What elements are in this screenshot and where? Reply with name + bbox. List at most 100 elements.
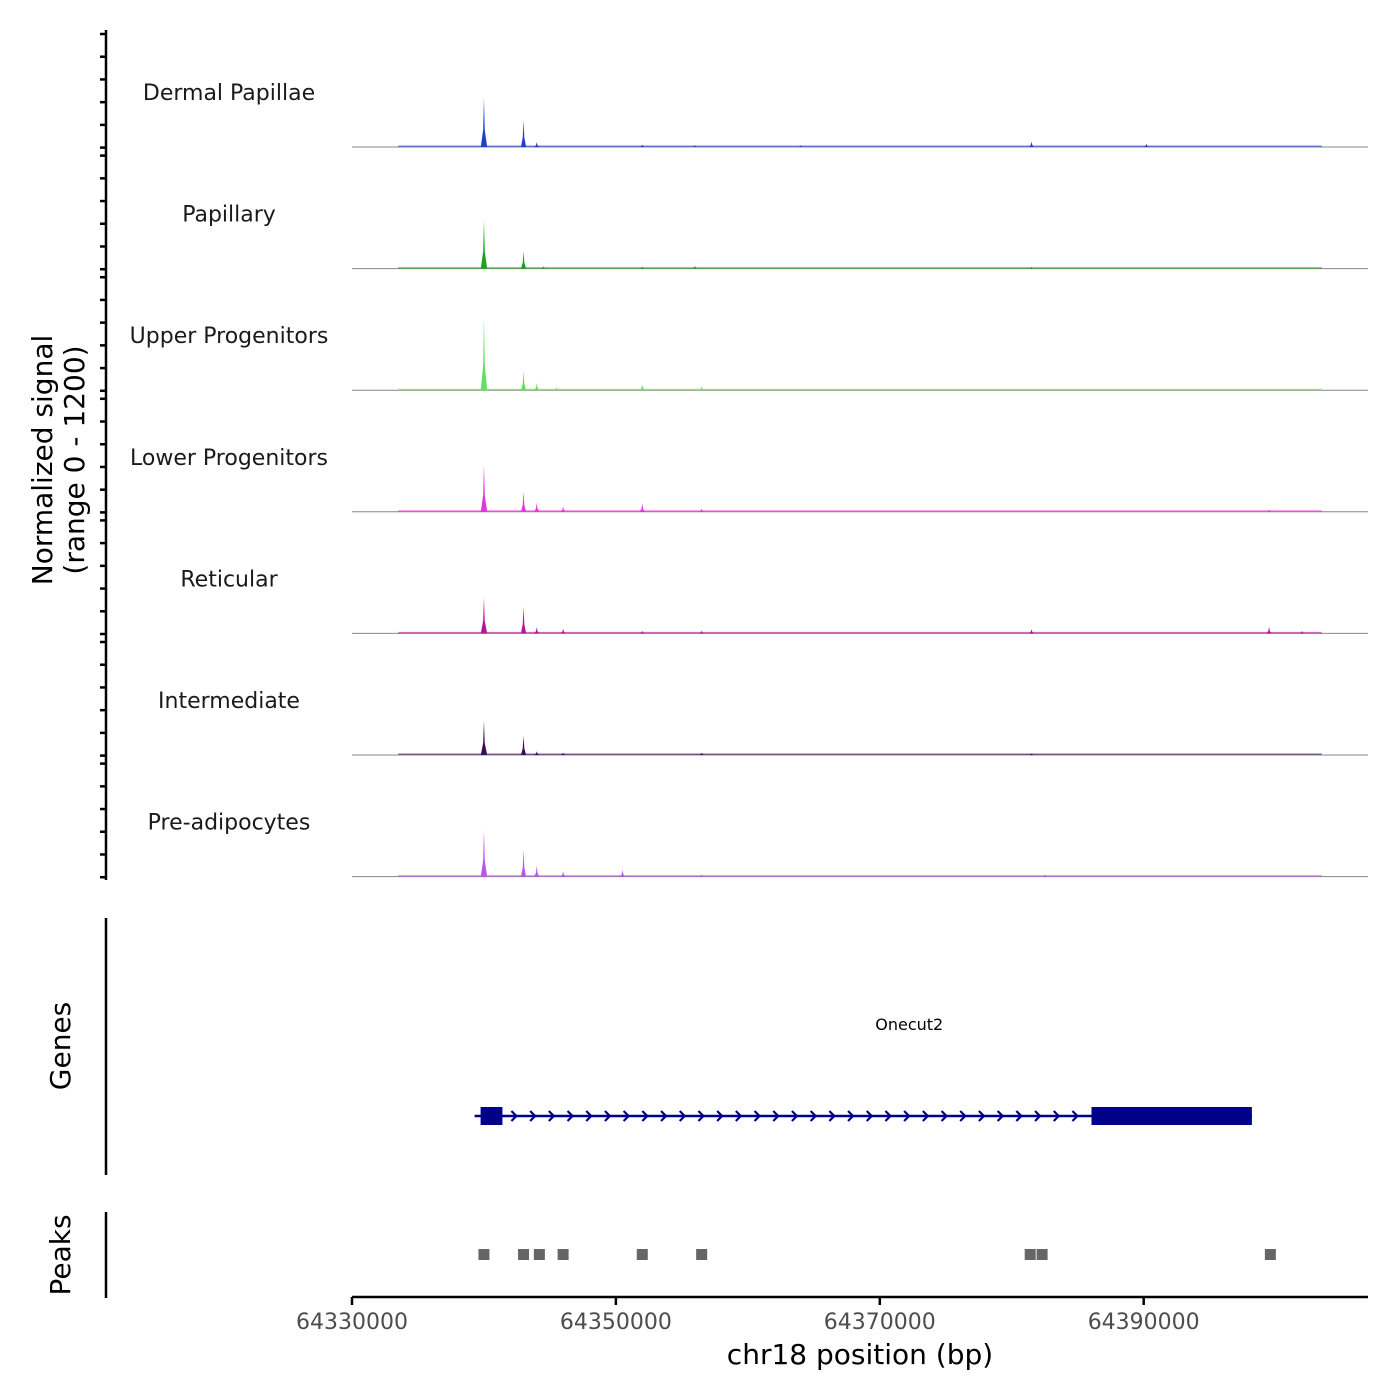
signal-peak — [639, 144, 645, 147]
track-lower-progenitors: Lower Progenitors — [130, 446, 1368, 513]
signal-peak — [619, 870, 626, 877]
signal-background — [398, 510, 1322, 512]
peaks-track-label: Peaks — [44, 1214, 77, 1295]
genes-track: Genes Onecut2 — [44, 918, 1252, 1175]
strand-arrow — [566, 1110, 575, 1122]
signal-peak — [699, 508, 705, 512]
peaks-track: Peaks — [44, 1212, 1276, 1298]
signal-peak — [480, 720, 488, 755]
peak-region — [696, 1249, 708, 1260]
peak-marks — [478, 1249, 1276, 1260]
gene-onecut2: Onecut2 — [474, 1015, 1252, 1125]
track-upper-progenitors: Upper Progenitors — [130, 318, 1368, 391]
signal-peak — [480, 220, 488, 269]
strand-arrow — [548, 1110, 556, 1122]
strand-arrow — [865, 1110, 874, 1122]
signal-peak — [1143, 143, 1149, 147]
signal-peak — [540, 266, 546, 269]
signal-axis-ticks — [100, 32, 106, 879]
track-label: Pre-adipocytes — [148, 811, 311, 836]
signal-tracks: Dermal Papillae Papillary Upper Progenitor… — [130, 81, 1368, 878]
track-label: Lower Progenitors — [130, 446, 328, 471]
peak-region — [557, 1249, 569, 1260]
signal-axis-title: Normalized signal — [26, 335, 59, 586]
signal-peak — [1028, 753, 1035, 755]
signal-peak — [520, 606, 527, 634]
signal-peak — [699, 386, 705, 391]
signal-peak — [480, 464, 488, 512]
signal-peak — [520, 120, 527, 147]
signal-peak — [480, 597, 488, 634]
signal-peak — [560, 628, 566, 634]
strand-arrow — [735, 1110, 743, 1122]
track-papillary: Papillary — [182, 203, 1368, 270]
track-reticular: Reticular — [180, 567, 1368, 634]
peak-region — [518, 1249, 530, 1260]
strand-arrow — [903, 1110, 911, 1122]
strand-arrow — [1071, 1110, 1079, 1122]
signal-peak — [553, 387, 560, 391]
strand-arrow — [678, 1110, 687, 1122]
gene-exon — [1091, 1107, 1252, 1125]
signal-axis-subtitle: (range 0 - 1200) — [58, 345, 91, 574]
signal-background — [398, 145, 1322, 147]
x-tick-label: 64330000 — [296, 1310, 408, 1335]
track-label: Intermediate — [158, 689, 300, 714]
x-axis: 64330000 64350000 64370000 64390000 chr18 p… — [296, 1295, 1368, 1371]
signal-peak — [560, 752, 566, 755]
strand-arrow — [753, 1110, 762, 1122]
x-tick-label: 64350000 — [560, 1310, 672, 1335]
strand-arrow — [959, 1110, 967, 1122]
track-label: Dermal Papillae — [143, 81, 315, 106]
signal-peak — [692, 265, 698, 269]
peak-region — [1264, 1249, 1276, 1260]
signal-background — [398, 753, 1322, 755]
signal-peak — [1028, 141, 1035, 147]
signal-peak — [520, 251, 527, 269]
signal-peak — [639, 266, 645, 269]
strand-arrow — [1034, 1110, 1042, 1122]
signal-axis: Normalized signal (range 0 - 1200) — [26, 30, 108, 880]
signal-peak — [520, 371, 527, 391]
signal-peak — [480, 829, 488, 877]
strand-arrow — [1052, 1110, 1061, 1122]
signal-peak — [560, 506, 566, 512]
strand-arrow — [828, 1110, 836, 1122]
peak-region — [1036, 1249, 1048, 1260]
signal-peak — [692, 145, 698, 147]
strand-arrow — [978, 1110, 986, 1122]
strand-arrow — [660, 1110, 668, 1122]
signal-peak — [520, 735, 527, 755]
strand-arrow — [1015, 1110, 1023, 1122]
signal-peak — [1299, 631, 1305, 634]
track-label: Papillary — [182, 203, 276, 228]
gene-exon — [480, 1107, 503, 1125]
strand-arrow — [641, 1110, 649, 1122]
signal-peak — [534, 142, 540, 147]
strand-arrow — [529, 1110, 537, 1122]
gene-name-label: Onecut2 — [875, 1015, 943, 1034]
strand-arrow — [716, 1110, 724, 1122]
peak-region — [1024, 1249, 1036, 1260]
x-axis-title: chr18 position (bp) — [727, 1338, 993, 1371]
strand-arrow — [622, 1110, 631, 1122]
strand-arrow — [604, 1110, 612, 1122]
strand-arrow — [510, 1110, 518, 1122]
strand-arrow — [772, 1110, 780, 1122]
signal-peak — [1266, 626, 1272, 634]
signal-peak — [534, 751, 540, 755]
signal-peak — [534, 502, 540, 512]
strand-arrow — [585, 1110, 593, 1122]
peak-region — [478, 1249, 490, 1260]
peak-region — [636, 1249, 648, 1260]
strand-arrow — [791, 1110, 799, 1122]
signal-peak — [699, 630, 705, 634]
signal-background — [398, 267, 1322, 269]
signal-peak — [639, 631, 645, 634]
track-label: Upper Progenitors — [130, 324, 329, 349]
signal-peak — [699, 752, 705, 755]
x-axis-ticks: 64330000 64350000 64370000 64390000 — [296, 1297, 1200, 1335]
signal-peak — [480, 318, 488, 391]
